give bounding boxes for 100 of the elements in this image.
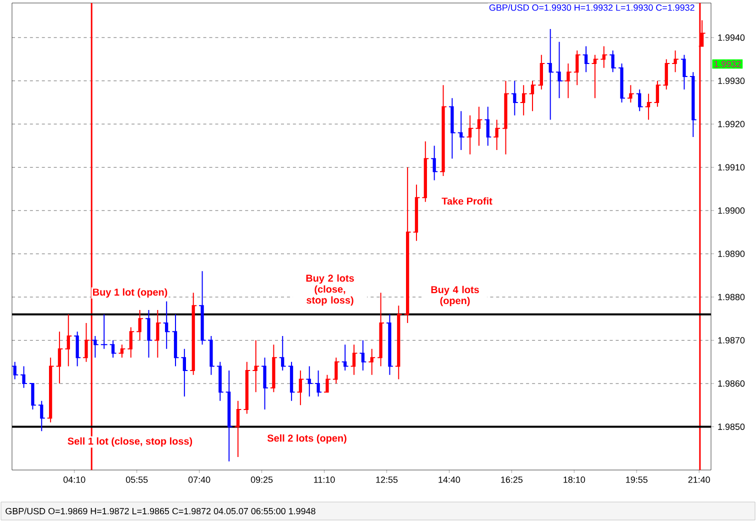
candlestick (198, 270, 206, 346)
candlestick (74, 331, 82, 367)
candlestick (127, 326, 135, 358)
candlestick (556, 41, 563, 99)
candlestick (618, 63, 626, 103)
candlestick (91, 335, 99, 358)
candlestick (261, 357, 268, 410)
candlestick (654, 80, 662, 108)
candlestick (582, 46, 590, 73)
candlestick (368, 348, 376, 376)
x-tick-label: 18:10 (564, 476, 586, 483)
candlestick (510, 80, 518, 116)
candlestick (234, 400, 242, 458)
candlestick (28, 383, 36, 410)
y-tick-label: 1.9870 (718, 337, 745, 344)
candlestick (12, 361, 19, 380)
candlestick (20, 366, 28, 388)
candlestick (672, 50, 680, 73)
candlestick (324, 374, 331, 393)
candlestick (475, 106, 483, 146)
candlestick (484, 106, 492, 146)
annotation: Buy 1 lot (open) (93, 288, 168, 298)
x-tick-label: 09:25 (250, 476, 273, 483)
candlestick (440, 84, 447, 176)
candlestick (296, 370, 304, 406)
candlestick (359, 340, 367, 372)
candlestick (573, 50, 581, 86)
candlestick (430, 145, 438, 181)
x-tick-label: 16:25 (501, 476, 523, 483)
candlestick (180, 348, 188, 397)
y-tick-label: 1.9940 (718, 34, 745, 41)
candlestick (644, 93, 652, 120)
candlestick (225, 370, 233, 462)
candlestick (109, 340, 117, 358)
x-tick-label: 12:55 (376, 476, 398, 483)
y-tick-label: 1.9900 (718, 207, 745, 214)
annotation: Buy 2 lots (close, stop loss) (306, 274, 354, 306)
annotation: Buy 4 lots (open) (431, 286, 479, 306)
y-tick-label: 1.9920 (718, 120, 745, 128)
y-tick-label: 1.9930 (718, 78, 745, 84)
y-tick-label: 1.9880 (718, 294, 745, 300)
candlestick (404, 166, 412, 324)
candlestick (350, 344, 358, 376)
candlestick (493, 119, 501, 151)
candlestick (457, 110, 465, 151)
y-tick-label: 1.9860 (718, 380, 745, 387)
candlestick (680, 54, 688, 90)
candlestick (56, 331, 64, 384)
candlestick (626, 84, 634, 103)
candlestick (288, 361, 296, 402)
candlestick (412, 184, 420, 242)
candlestick (341, 344, 349, 372)
candlestick (172, 314, 180, 367)
x-tick-label: 07:40 (188, 476, 210, 483)
candlestick (377, 292, 384, 367)
x-tick-label: 11:10 (314, 476, 335, 483)
candlestick (591, 54, 599, 99)
x-tick-label: 19:55 (626, 476, 648, 483)
text: GBP/USD O=1.9869 H=1.9872 L=1.9865 C=1.9872 04.05.07 06:55:00 1.9948 (6, 508, 316, 514)
y-tick-label: 1.9910 (718, 164, 745, 170)
candlestick (216, 361, 224, 402)
candlestick (207, 335, 215, 376)
candlestick (278, 335, 286, 372)
candlestick (154, 310, 162, 358)
candlestick (546, 28, 554, 120)
candlestick (538, 54, 546, 90)
candlestick (520, 84, 528, 116)
x-tick-label: 05:55 (126, 476, 148, 483)
y-tick-label: 1.9890 (718, 250, 745, 257)
chart-title: GBP/USD O=1.9930 H=1.9932 L=1.9930 C=1.9932 (489, 4, 694, 11)
candlestick (528, 80, 536, 112)
candlestick (118, 344, 126, 358)
candlestick (386, 314, 394, 376)
candlestick (636, 88, 644, 112)
candlestick (145, 310, 152, 358)
candlestick (502, 80, 510, 155)
candlestick (136, 310, 144, 341)
annotation: Sell 2 lots (open) (267, 434, 346, 444)
candlestick (422, 140, 430, 202)
candlestick (100, 314, 108, 350)
candlestick (466, 114, 474, 155)
x-tick-label: 21:40 (688, 476, 710, 483)
annotation: Take Profit (442, 197, 492, 205)
candlestick (689, 72, 697, 138)
annotation: Sell 1 lot (close, stop loss) (68, 437, 192, 447)
candlestick (609, 50, 617, 73)
x-tick-label: 14:40 (438, 476, 460, 483)
candlestick (162, 300, 170, 350)
y-tick-label: 1.9850 (718, 424, 745, 430)
candlestick (306, 366, 314, 397)
candlestick (252, 340, 260, 393)
candlestick (64, 314, 72, 367)
candlestick (600, 46, 608, 68)
candlestick (448, 98, 456, 160)
candlestick (332, 357, 340, 384)
candlestick (270, 344, 278, 393)
candlestick (662, 58, 670, 90)
candlestick (564, 63, 572, 99)
text: 1.9932 (714, 60, 741, 68)
candlestick (38, 400, 46, 432)
